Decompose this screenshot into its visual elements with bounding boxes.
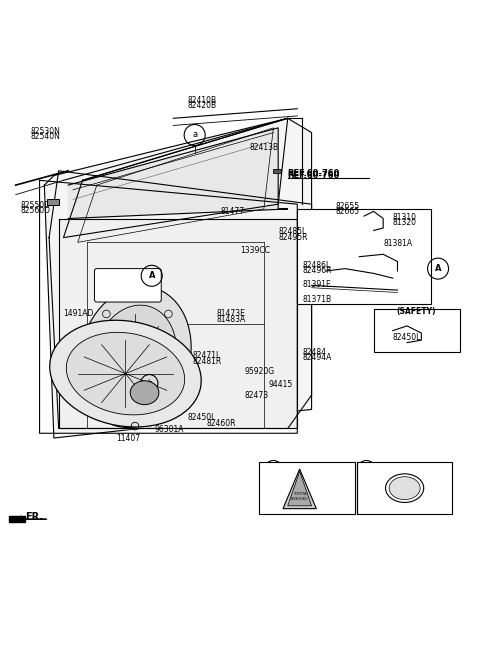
Text: 81473E: 81473E xyxy=(216,309,245,318)
Text: 82486L: 82486L xyxy=(302,261,330,270)
Bar xyxy=(47,199,59,205)
Text: 82530N: 82530N xyxy=(30,127,60,136)
Ellipse shape xyxy=(385,474,424,503)
Text: 81483A: 81483A xyxy=(216,314,245,324)
Text: 82495R: 82495R xyxy=(278,233,308,241)
Text: 82450L: 82450L xyxy=(188,413,216,422)
Text: 82540N: 82540N xyxy=(30,133,60,142)
Ellipse shape xyxy=(66,333,185,415)
Text: b: b xyxy=(364,466,369,472)
Polygon shape xyxy=(9,516,25,522)
Text: 81477: 81477 xyxy=(221,207,245,216)
FancyBboxPatch shape xyxy=(304,221,348,250)
Text: 82496R: 82496R xyxy=(302,266,332,275)
Text: 82665: 82665 xyxy=(336,207,360,216)
Text: REF.60-760: REF.60-760 xyxy=(288,169,340,178)
Text: 82560D: 82560D xyxy=(21,206,50,215)
Polygon shape xyxy=(44,118,312,438)
Text: 82494A: 82494A xyxy=(302,353,331,362)
Text: 82420B: 82420B xyxy=(187,102,216,111)
Text: 11407: 11407 xyxy=(116,434,140,443)
Ellipse shape xyxy=(94,305,177,409)
Text: b: b xyxy=(366,462,372,470)
Ellipse shape xyxy=(79,287,191,428)
Text: 96301A: 96301A xyxy=(154,425,183,434)
Bar xyxy=(259,462,355,514)
Text: A: A xyxy=(148,271,155,280)
Text: 82655: 82655 xyxy=(336,202,360,211)
Text: 81381A: 81381A xyxy=(383,239,412,248)
Bar xyxy=(297,209,431,304)
Ellipse shape xyxy=(130,381,159,404)
Bar xyxy=(107,395,154,419)
Text: 1491AD: 1491AD xyxy=(63,309,94,318)
Text: A: A xyxy=(435,264,441,273)
Polygon shape xyxy=(283,469,316,509)
Text: 82413B: 82413B xyxy=(250,144,279,153)
Ellipse shape xyxy=(389,477,420,499)
Text: 95920G: 95920G xyxy=(245,367,275,376)
Bar xyxy=(373,309,459,352)
Text: (SAFETY): (SAFETY) xyxy=(397,307,436,316)
Text: a: a xyxy=(271,466,276,472)
Bar xyxy=(274,170,281,173)
Text: 82473: 82473 xyxy=(245,391,269,400)
Text: 96111A: 96111A xyxy=(307,469,336,478)
Text: 81371B: 81371B xyxy=(302,295,331,304)
Text: 1339CC: 1339CC xyxy=(240,247,270,256)
Text: 82485L: 82485L xyxy=(278,227,306,236)
Text: 94415: 94415 xyxy=(269,380,293,389)
Text: 82484: 82484 xyxy=(302,347,326,356)
Ellipse shape xyxy=(50,320,201,427)
Text: a: a xyxy=(192,131,197,140)
Text: b: b xyxy=(147,378,152,388)
Polygon shape xyxy=(288,472,312,506)
Text: FR.: FR. xyxy=(25,512,43,521)
Polygon shape xyxy=(68,128,288,219)
FancyBboxPatch shape xyxy=(95,269,161,302)
Text: TOYOTA
BOSHOKU: TOYOTA BOSHOKU xyxy=(291,492,309,501)
Text: 1731JE: 1731JE xyxy=(393,469,419,478)
Text: 81310: 81310 xyxy=(393,213,417,221)
Text: 82410B: 82410B xyxy=(187,96,216,105)
Bar xyxy=(357,462,452,514)
Polygon shape xyxy=(59,219,297,428)
Text: REF.60-760: REF.60-760 xyxy=(288,171,340,180)
Bar xyxy=(97,343,168,381)
Text: ▬: ▬ xyxy=(321,230,331,240)
Text: 82481R: 82481R xyxy=(192,356,222,366)
Text: a: a xyxy=(271,462,276,470)
Text: 82450L: 82450L xyxy=(393,333,421,342)
Text: 82460R: 82460R xyxy=(206,419,236,428)
Text: 82550D: 82550D xyxy=(21,201,50,210)
Text: 81391E: 81391E xyxy=(302,280,331,289)
Text: 82471L: 82471L xyxy=(192,351,220,360)
Text: 81320: 81320 xyxy=(393,218,417,227)
